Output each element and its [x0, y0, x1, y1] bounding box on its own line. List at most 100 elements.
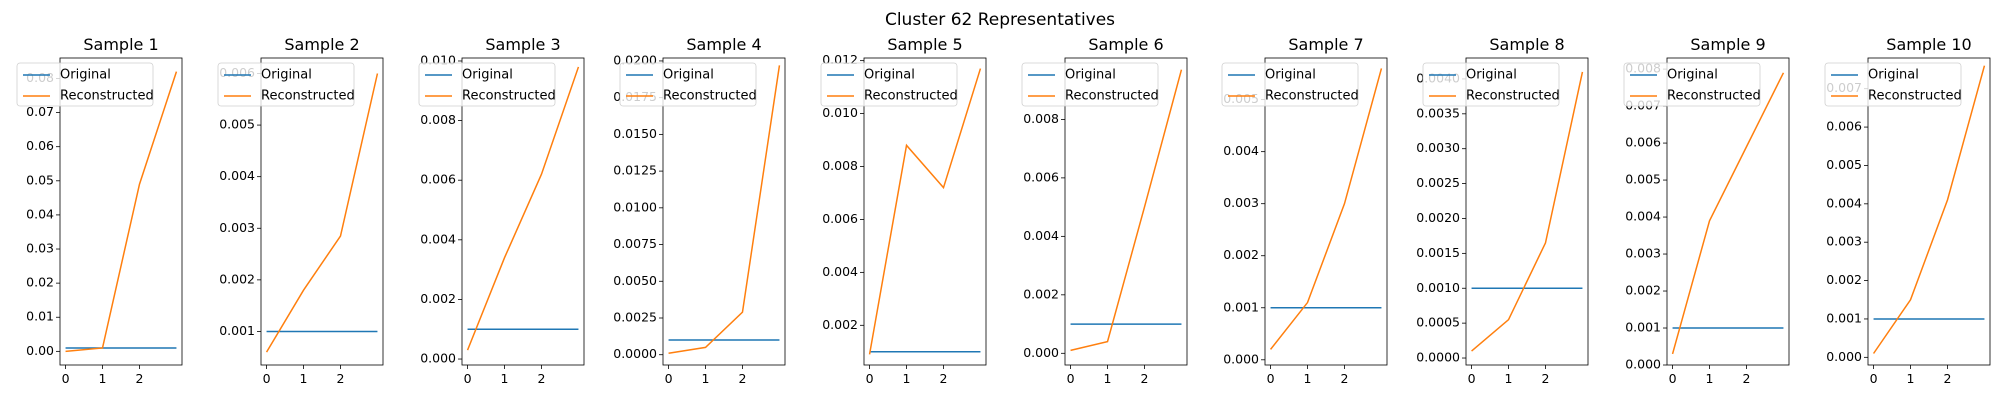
y-tick-label: 0.0000 [613, 346, 657, 361]
x-tick-label: 0 [1267, 371, 1275, 386]
x-tick-label: 0 [263, 371, 271, 386]
subplot-title: Sample 2 [284, 35, 359, 54]
y-tick-label: 0.006 [822, 211, 858, 226]
x-tick-label: 2 [136, 371, 144, 386]
subplot-title: Sample 9 [1690, 35, 1765, 54]
legend-box [1623, 62, 1761, 107]
axes-frame [1666, 57, 1790, 366]
y-tick-label: 0.008 [1023, 111, 1059, 126]
y-tick-label: 0.004 [1625, 209, 1661, 224]
legend-box [1422, 62, 1560, 107]
legend-label-reconstructed: Reconstructed [1265, 89, 1359, 104]
y-tick-label: 0.0150 [613, 126, 657, 141]
y-tick-label: 0.005 [1826, 157, 1862, 172]
y-tick-label: 0.0075 [613, 236, 657, 251]
subplot-7: Sample 70.0000.0010.0020.0030.0040.00501… [1221, 35, 1388, 386]
y-tick-label: 0.002 [1625, 283, 1661, 298]
legend: Original Reconstructed [1824, 62, 1962, 107]
legend-label-reconstructed: Reconstructed [261, 89, 355, 104]
y-tick-label: 0.000 [420, 351, 456, 366]
x-tick-label: 1 [99, 371, 107, 386]
y-tick-label: 0.0015 [1416, 245, 1460, 260]
y-tick-label: 0.004 [822, 264, 858, 279]
y-tick-label: 0.002 [822, 317, 858, 332]
y-tick-label: 0.06 [26, 138, 54, 153]
x-tick-label: 1 [903, 371, 911, 386]
subplot-title: Sample 1 [83, 35, 158, 54]
legend-label-original: Original [864, 68, 915, 83]
x-tick-label: 2 [1542, 371, 1550, 386]
y-tick-label: 0.002 [1826, 272, 1862, 287]
y-tick-label: 0.001 [1826, 310, 1862, 325]
y-tick-label: 0.01 [26, 309, 54, 324]
legend-label-original: Original [1667, 68, 1718, 83]
legend: Original Reconstructed [1221, 62, 1359, 107]
axes-frame [1064, 57, 1188, 366]
y-tick-label: 0.000 [1625, 357, 1661, 372]
axes-frame [59, 57, 183, 366]
legend-label-reconstructed: Reconstructed [1667, 89, 1761, 104]
axes-frame [1867, 57, 1991, 366]
y-tick-label: 0.001 [1625, 320, 1661, 335]
series-line-reconstructed [1471, 71, 1584, 352]
series-line-reconstructed [65, 71, 178, 353]
legend-label-original: Original [1065, 68, 1116, 83]
x-tick-label: 2 [1743, 371, 1751, 386]
x-tick-label: 1 [702, 371, 710, 386]
legend: Original Reconstructed [820, 62, 958, 107]
y-tick-label: 0.0050 [613, 273, 657, 288]
legend-label-original: Original [1868, 68, 1919, 83]
y-tick-label: 0.05 [26, 172, 54, 187]
y-tick-label: 0.002 [1223, 247, 1259, 262]
x-tick-label: 2 [337, 371, 345, 386]
y-tick-label: 0.0010 [1416, 280, 1460, 295]
subplot-1: Sample 1 0.00 0.01 0.02 0.03 0.04 0.05 0.06 0.07… [16, 35, 183, 386]
legend-box [217, 62, 355, 107]
subplot-title: Sample 6 [1088, 35, 1163, 54]
subplot-9: Sample 9 0.000 0.001 0.002 0.003 0.004 0.005 0.… [1623, 35, 1790, 386]
subplot-title: Sample 8 [1489, 35, 1564, 54]
figure-title: Cluster 62 Representatives [885, 10, 1115, 30]
x-tick-label: 1 [501, 371, 509, 386]
x-tick-label: 1 [1505, 371, 1513, 386]
y-tick-label: 0.0000 [1416, 350, 1460, 365]
x-tick-label: 1 [1104, 371, 1112, 386]
x-tick-label: 0 [665, 371, 673, 386]
x-tick-label: 0 [866, 371, 874, 386]
axes-frame [863, 57, 987, 366]
x-tick-label: 2 [940, 371, 948, 386]
y-tick-label: 0.004 [420, 231, 456, 246]
x-tick-label: 0 [1669, 371, 1677, 386]
subplot-10: Sample 10 0.000 0.001 0.002 0.003 0.004 0.005 0… [1824, 35, 1991, 386]
series-line-reconstructed [1671, 72, 1785, 355]
y-tick-label: 0.003 [219, 220, 255, 235]
x-tick-label: 1 [300, 371, 308, 386]
legend-label-reconstructed: Reconstructed [462, 89, 556, 104]
subplot-4: Sample 4 0.0000 0.0025 0.0050 0.0075 0.0100 0.… [613, 35, 786, 386]
legend-label-original: Original [663, 68, 714, 83]
y-tick-label: 0.001 [1223, 299, 1259, 314]
x-tick-label: 2 [1341, 371, 1349, 386]
legend-box [418, 62, 556, 107]
x-tick-label: 0 [1870, 371, 1878, 386]
legend: Original Reconstructed [16, 62, 154, 107]
legend-box [1021, 62, 1159, 107]
subplot-title: Sample 4 [686, 35, 761, 54]
y-tick-label: 0.004 [219, 168, 255, 183]
y-tick-label: 0.04 [26, 206, 54, 221]
x-tick-label: 1 [1304, 371, 1312, 386]
axes-frame [1465, 57, 1589, 366]
x-tick-label: 0 [1468, 371, 1476, 386]
legend-label-reconstructed: Reconstructed [864, 89, 958, 104]
subplot-title: Sample 7 [1288, 35, 1363, 54]
y-tick-label: 0.000 [1826, 349, 1862, 364]
series-line-reconstructed [1070, 69, 1183, 352]
y-tick-label: 0.006 [1625, 135, 1661, 150]
y-tick-label: 0.0125 [613, 163, 657, 178]
x-tick-label: 2 [739, 371, 747, 386]
subplot-title: Sample 3 [485, 35, 560, 54]
series-line-reconstructed [868, 68, 982, 355]
